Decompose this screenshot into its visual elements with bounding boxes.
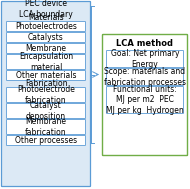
Text: PEC device
LCA boundary: PEC device LCA boundary — [19, 0, 73, 19]
FancyBboxPatch shape — [107, 50, 184, 67]
FancyBboxPatch shape — [6, 70, 86, 81]
Text: Functional units:
MJ per m2  PEC
MJ per kg  Hydrogen: Functional units: MJ per m2 PEC MJ per k… — [106, 85, 184, 115]
FancyBboxPatch shape — [107, 68, 184, 85]
Text: Membrane
fabrication: Membrane fabrication — [25, 117, 67, 137]
FancyBboxPatch shape — [6, 54, 86, 70]
FancyBboxPatch shape — [6, 119, 86, 135]
FancyBboxPatch shape — [6, 136, 86, 146]
Text: Other processes: Other processes — [15, 136, 77, 145]
FancyBboxPatch shape — [6, 43, 86, 53]
FancyBboxPatch shape — [6, 33, 86, 43]
Text: Other materials: Other materials — [16, 71, 76, 80]
FancyBboxPatch shape — [107, 87, 184, 114]
Text: Catalysts: Catalysts — [28, 33, 64, 42]
FancyBboxPatch shape — [2, 2, 90, 187]
Text: Encapsulation
material: Encapsulation material — [19, 52, 73, 72]
FancyBboxPatch shape — [6, 104, 86, 119]
FancyBboxPatch shape — [6, 22, 86, 32]
FancyBboxPatch shape — [6, 88, 86, 102]
Text: Scope: materials and
fabrication processes: Scope: materials and fabrication process… — [104, 67, 186, 87]
Text: Materials: Materials — [28, 13, 64, 22]
Text: Fabrication: Fabrication — [25, 80, 67, 88]
Text: Photoelectrodes: Photoelectrodes — [15, 22, 77, 31]
Text: Membrane: Membrane — [25, 44, 66, 53]
Text: LCA method: LCA method — [116, 40, 173, 49]
Text: Goal: Net primary
Energy: Goal: Net primary Energy — [111, 49, 179, 69]
Text: Catalyst
deposition: Catalyst deposition — [26, 101, 66, 121]
FancyBboxPatch shape — [102, 35, 188, 156]
Text: Photoelectrode
fabrication: Photoelectrode fabrication — [17, 85, 75, 105]
